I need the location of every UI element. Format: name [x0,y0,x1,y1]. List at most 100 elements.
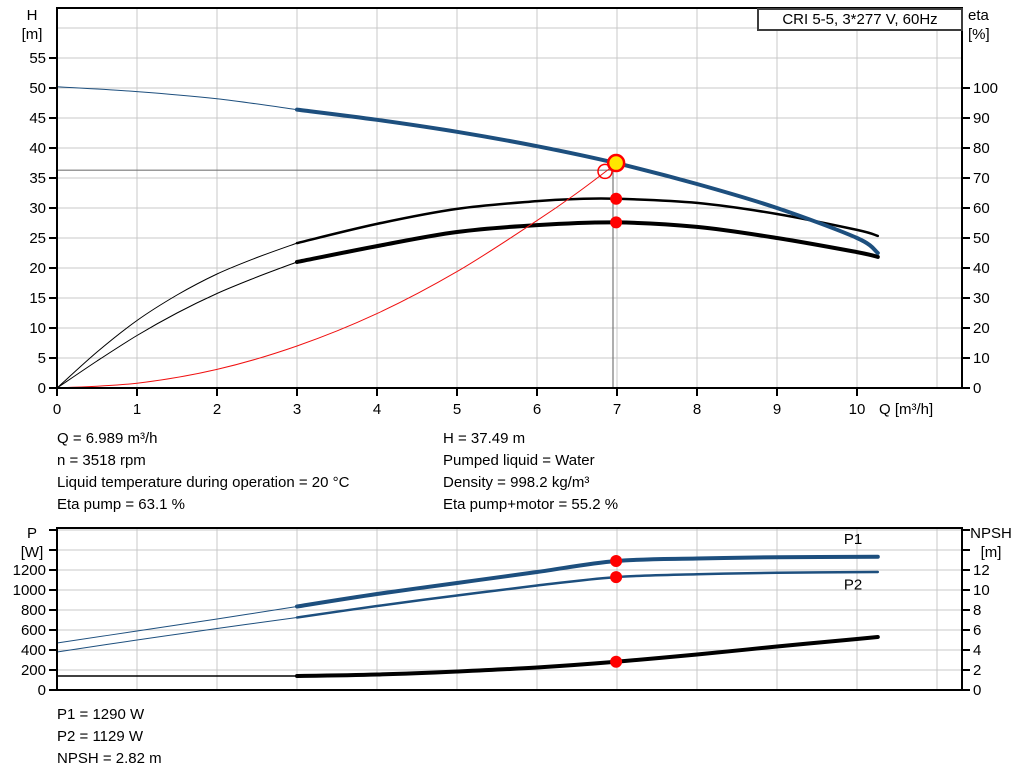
right-tick-label: 6 [973,622,981,639]
p-axis-title-line1: P [26,525,37,542]
info-p1-value: P1 = 1290 W [57,706,145,723]
left-tick-label: 15 [29,290,46,307]
x-tick-label: 4 [373,401,381,418]
q-axis-title: Q [m³/h] [879,401,934,418]
p2-curve [295,570,880,619]
eta-axis-title-line1: eta [968,7,989,24]
eta-pump-curve-low-flow [56,242,298,389]
p2-curve-low-flow [56,617,298,653]
right-tick-label: 80 [973,140,990,157]
npsh-axis-title-line2: [m] [980,544,1002,561]
left-tick-label: 35 [29,170,46,187]
hq-eta-chart-axis-ticks: 0 1 2 3 4 5 6 7 8 9 100510152025303540455055010203… [29,50,998,418]
right-tick-label: 10 [973,350,990,367]
left-tick-label: 50 [29,80,46,97]
right-tick-label: 100 [973,80,998,97]
x-tick-label: 5 [453,401,461,418]
left-tick-label: 55 [29,50,46,67]
pump-model-label: CRI 5-5, 3*277 V, 60Hz [782,11,938,28]
pump-model-box: CRI 5-5, 3*277 V, 60Hz [757,8,963,31]
left-tick-label: 0 [38,380,46,397]
left-tick-label: 20 [29,260,46,277]
left-tick-label: 40 [29,140,46,157]
operating-point-info-right: H = 37.49 m Pumped liquid = Water Densit… [443,428,618,516]
left-tick-label: 30 [29,200,46,217]
power-npsh-chart: 0 200 400 600 800 1000 1200 0 2 4 6 8 10 12 P1 P2 [13,527,990,699]
info-eta-pump: Eta pump = 63.1 % [57,496,185,513]
p-axis-title: P [W] [12,524,52,562]
h-axis-title: H [m] [12,6,52,44]
right-tick-label: 20 [973,320,990,337]
power-info-block: P1 = 1290 W P2 = 1129 W NPSH = 2.82 m [57,704,162,770]
right-tick-label: 60 [973,200,990,217]
requested-duty-point-marker [597,163,613,180]
left-tick-label: 1200 [13,562,46,579]
x-tick-label: 8 [693,401,701,418]
operating-point-info-left: Q = 6.989 m³/h n = 3518 rpm Liquid tempe… [57,428,349,516]
left-tick-label: 0 [38,682,46,699]
info-pumped-liquid: Pumped liquid = Water [443,452,595,469]
curve-label-p1: P1 [844,531,862,548]
right-tick-label: 8 [973,602,981,619]
curve-label-p2: P2 [844,577,862,594]
right-tick-label: 40 [973,260,990,277]
p1-curve [295,554,880,609]
hq-eta-chart-frame [56,7,963,389]
eta-pump-motor-curve-low-flow [56,261,298,389]
power-npsh-chart-plot-area[interactable] [57,528,962,690]
system-curve [56,163,617,389]
right-tick-label: 0 [973,682,981,699]
h-axis-title-line1: H [26,7,38,24]
operating-point-marker[interactable] [606,153,626,173]
x-tick-label: 10 [849,401,866,418]
right-tick-label: 12 [973,562,990,579]
right-tick-label: 70 [973,170,990,187]
h-axis-title-line2: [m] [21,26,43,43]
left-tick-label: 25 [29,230,46,247]
left-tick-label: 800 [21,602,46,619]
right-tick-label: 50 [973,230,990,247]
eta-axis-title: eta [%] [968,6,1014,44]
hq-eta-chart-plot-area[interactable] [57,8,962,388]
p1-point-marker [610,555,623,567]
right-tick-label: 2 [973,662,981,679]
right-tick-label: 90 [973,110,990,127]
info-eta-pump-motor: Eta pump+motor = 55.2 % [443,496,619,513]
info-npsh-value: NPSH = 2.82 m [57,750,162,767]
right-tick-label: 4 [973,642,981,659]
x-tick-label: 2 [213,401,221,418]
left-tick-label: 400 [21,642,46,659]
head-curve-low-flow [56,86,298,111]
info-speed-value: n = 3518 rpm [57,452,146,469]
x-tick-label: 7 [613,401,621,418]
right-tick-label: 0 [973,380,981,397]
left-tick-label: 200 [21,662,46,679]
npsh-axis-title-line1: NPSH [970,525,1012,542]
p-axis-title-line2: [W] [20,544,44,561]
left-tick-label: 10 [29,320,46,337]
left-tick-label: 1000 [13,582,46,599]
p2-point-marker [610,571,623,584]
npsh-point-marker [610,655,623,668]
eta-pump-motor-point-marker [610,216,623,229]
eta-pump-point-marker [610,192,623,205]
x-tick-label: 0 [53,401,61,418]
npsh-axis-title: NPSH [m] [960,524,1022,562]
eta-axis-title-line2: [%] [968,26,990,43]
p1-curve-low-flow [56,606,298,644]
info-q-value: Q = 6.989 m³/h [57,430,158,447]
x-tick-label: 1 [133,401,141,418]
x-tick-label: 6 [533,401,541,418]
info-p2-value: P2 = 1129 W [57,728,144,745]
info-h-value: H = 37.49 m [443,430,526,447]
x-tick-label: 9 [773,401,781,418]
hq-eta-chart: 0 1 2 3 4 5 6 7 8 9 100510152025303540455055010203… [29,7,998,418]
left-tick-label: 45 [29,110,46,127]
left-tick-label: 5 [38,350,46,367]
info-liquid-temperature: Liquid temperature during operation = 20… [57,474,350,491]
left-tick-label: 600 [21,622,46,639]
right-tick-label: 10 [973,582,990,599]
right-tick-label: 30 [973,290,990,307]
